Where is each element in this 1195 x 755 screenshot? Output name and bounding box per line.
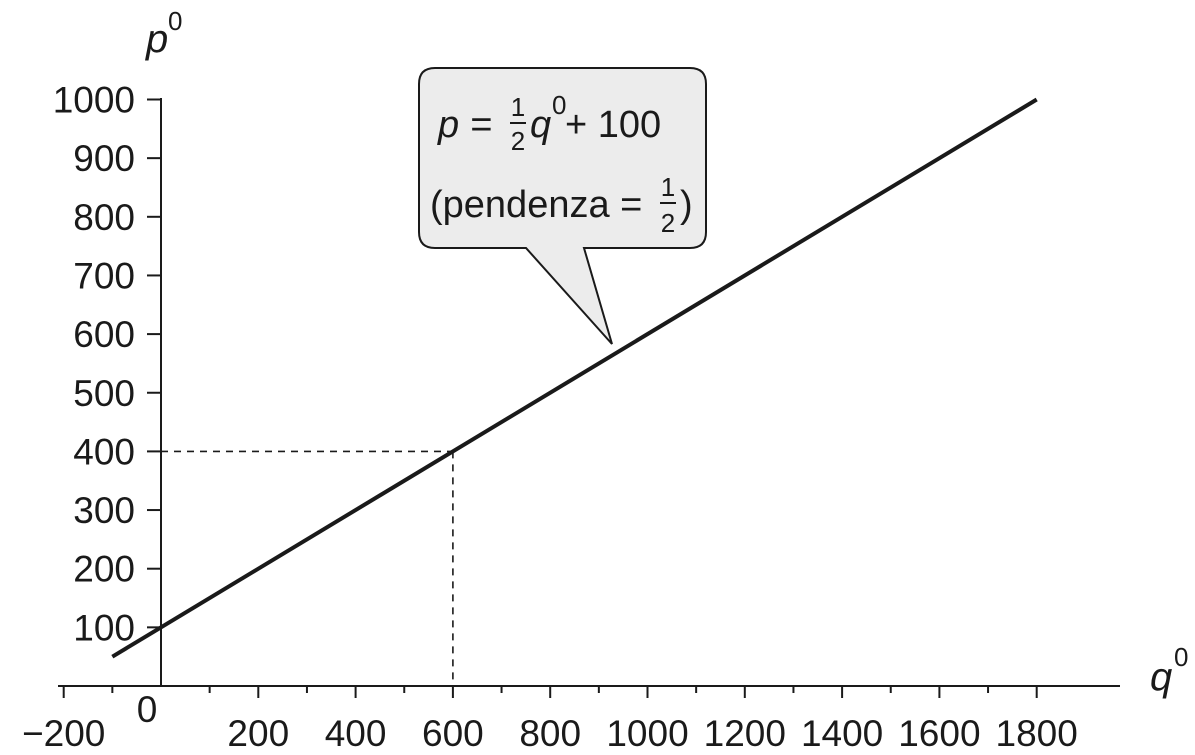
y-tick-label: 700 [73, 255, 135, 296]
y-tick-label: 400 [73, 431, 135, 472]
x-tick-label: 200 [227, 713, 289, 754]
series-layer [111, 97, 1038, 659]
x-tick-label: 400 [325, 713, 387, 754]
y-tick-label: 800 [73, 197, 135, 238]
equation-callout: p = 1 2 q 0 + 100 (pendenza = 1 2 ) [418, 67, 707, 345]
y-tick-label: 100 [73, 607, 135, 648]
y-tick-label: 300 [73, 490, 135, 531]
y-tick-label: 500 [73, 373, 135, 414]
y-tick-label: 1000 [53, 80, 135, 121]
x-tick-label: 1000 [606, 713, 688, 754]
guide-lines [161, 450, 454, 686]
y-axis-title: p [145, 17, 168, 61]
callout-line1-prefix: p = [437, 104, 492, 146]
x-tick-label: 1600 [898, 713, 980, 754]
callout-line1-frac-num: 1 [511, 92, 525, 122]
x-tick-label: −200 [22, 713, 105, 754]
callout-bubble [418, 67, 707, 345]
y-axis-title-sup: 0 [168, 6, 182, 36]
y-tick-label: 900 [73, 138, 135, 179]
x-axis-title-sup: 0 [1174, 642, 1188, 672]
callout-line1-frac-den: 2 [511, 126, 525, 156]
x-tick-label: 800 [519, 713, 581, 754]
callout-line1-sup: 0 [552, 90, 566, 120]
callout-line2-frac-den: 2 [661, 208, 675, 238]
callout-line2-frac-num: 1 [661, 172, 675, 202]
origin-label: 0 [137, 689, 158, 730]
y-tick-label: 200 [73, 549, 135, 590]
axis-titles: p 0 q 0 [145, 6, 1188, 699]
callout-line2-prefix: (pendenza = [430, 184, 642, 226]
series-line [111, 97, 1038, 659]
x-tick-label: 1400 [801, 713, 883, 754]
callout-line1-suffix: + 100 [565, 104, 661, 146]
x-tick-label: 600 [422, 713, 484, 754]
callout-line1-var: q [530, 104, 551, 146]
y-tick-label: 600 [73, 314, 135, 355]
callout-line2-suffix: ) [680, 184, 693, 226]
x-tick-label: 1800 [996, 713, 1078, 754]
x-tick-label: 1200 [704, 713, 786, 754]
x-axis-title: q [1150, 655, 1172, 699]
